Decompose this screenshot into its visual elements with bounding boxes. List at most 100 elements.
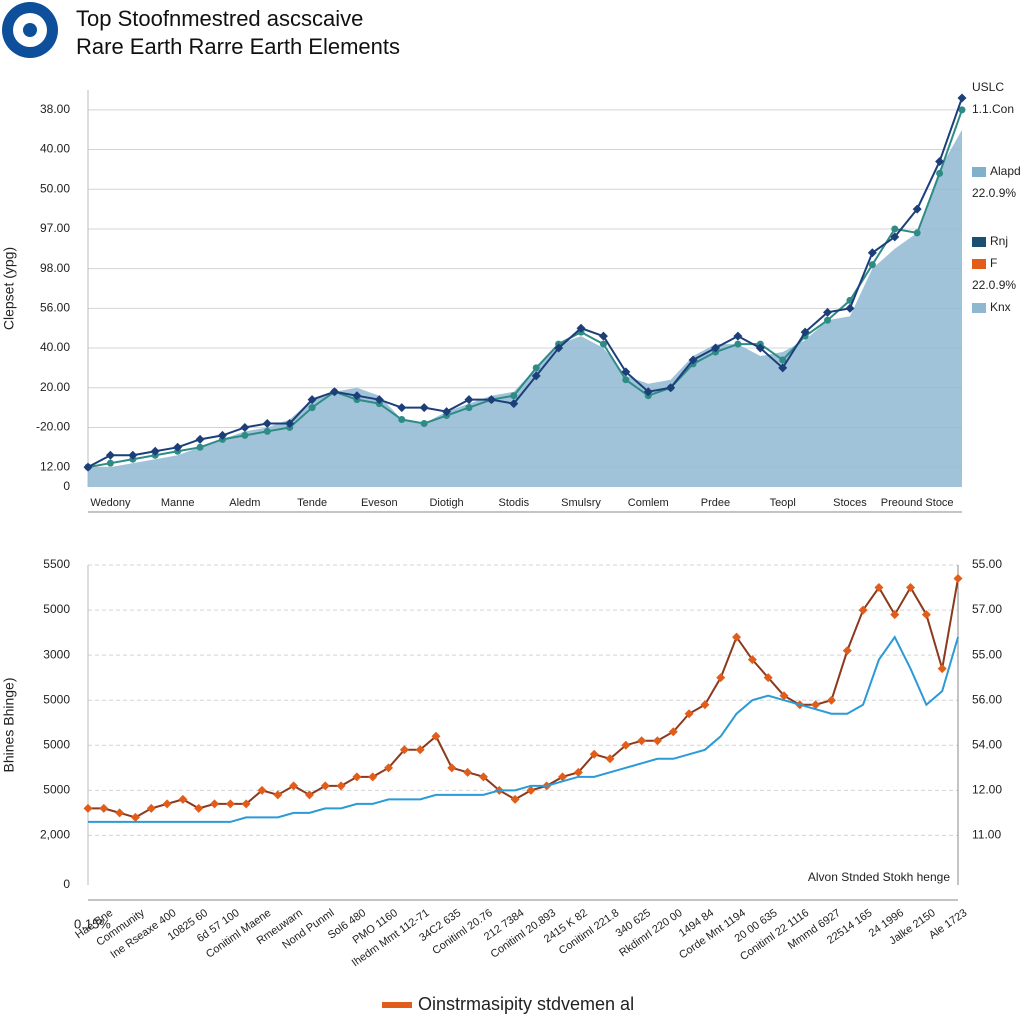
marker xyxy=(285,418,295,428)
y2-tick-label: 56.00 xyxy=(972,692,1002,706)
marker xyxy=(398,416,406,424)
y-tick-label: 56.00 xyxy=(40,301,70,315)
legend-label: 1.1.Con xyxy=(972,102,1014,116)
marker xyxy=(162,799,172,809)
marker xyxy=(684,709,694,719)
marker xyxy=(935,156,945,166)
marker xyxy=(913,229,921,237)
y-tick-label: 2,000 xyxy=(40,828,70,842)
x-tick-label: Diotigh xyxy=(429,497,463,509)
x-tick-label: Manne xyxy=(161,497,195,509)
y-tick-label: 3000 xyxy=(43,647,70,661)
marker xyxy=(442,407,452,417)
x-note: 0.15% xyxy=(74,916,111,931)
line xyxy=(87,109,963,469)
marker xyxy=(811,700,821,710)
marker xyxy=(890,610,900,620)
y-tick-label: 5000 xyxy=(43,783,70,797)
marker xyxy=(906,583,916,593)
marker xyxy=(150,446,160,456)
marker xyxy=(241,799,251,809)
marker xyxy=(196,443,204,451)
y2-tick-label: 55.00 xyxy=(972,557,1002,571)
marker xyxy=(823,307,833,317)
marker xyxy=(130,812,140,822)
marker xyxy=(937,664,947,674)
x-tick-label: Prdee xyxy=(701,497,730,509)
y2-tick-label: 11.00 xyxy=(972,828,1001,842)
y-tick-label: 0 xyxy=(63,479,70,493)
legend-label: 22.0.9% xyxy=(972,278,1016,292)
marker xyxy=(464,395,474,405)
marker xyxy=(936,169,944,177)
y-tick-label: 12.00 xyxy=(40,459,70,473)
marker xyxy=(868,261,876,269)
marker xyxy=(800,327,810,337)
y-tick-label: 5000 xyxy=(43,602,70,616)
marker xyxy=(779,691,789,701)
chart-subtitle: Rare Earth Rarre Earth Elements xyxy=(76,34,400,59)
x-tick-label: Stoces xyxy=(833,497,867,509)
marker xyxy=(734,340,742,348)
legend-label: Oinstrmasipity stdvemen al xyxy=(418,994,634,1014)
marker xyxy=(621,740,631,750)
marker xyxy=(105,450,115,460)
y-tick-label: 5500 xyxy=(43,557,70,571)
y-axis-label: Bhines Bhinge) xyxy=(1,678,17,773)
marker xyxy=(668,727,678,737)
marker xyxy=(320,781,330,791)
y-tick-label: -20.00 xyxy=(36,420,70,434)
marker xyxy=(447,763,457,773)
marker xyxy=(755,343,765,353)
marker xyxy=(532,364,540,372)
marker xyxy=(217,430,227,440)
marker xyxy=(558,772,568,782)
line xyxy=(88,578,959,819)
legend-swatch xyxy=(382,1002,412,1008)
marker xyxy=(554,343,564,353)
marker xyxy=(890,232,900,242)
marker xyxy=(463,767,473,777)
marker xyxy=(867,248,877,258)
legend-label: USLC xyxy=(972,80,1004,94)
marker xyxy=(874,583,884,593)
x-tick-label: Comlem xyxy=(628,497,669,509)
marker xyxy=(128,450,138,460)
marker xyxy=(605,754,615,764)
legend-swatch xyxy=(972,167,986,177)
y2-tick-label: 12.00 xyxy=(972,783,1002,797)
legend-label: Knx xyxy=(990,300,1011,314)
marker xyxy=(330,387,340,397)
legend-label: 22.0.9% xyxy=(972,186,1016,200)
logo xyxy=(23,23,37,37)
marker xyxy=(598,331,608,341)
marker xyxy=(509,399,519,409)
marker xyxy=(83,803,93,813)
y-tick-label: 0 xyxy=(63,877,70,891)
marker xyxy=(336,781,346,791)
marker xyxy=(733,331,743,341)
y-tick-label: 20.00 xyxy=(40,380,70,394)
marker xyxy=(912,204,922,214)
y-tick-label: 98.00 xyxy=(40,261,70,275)
marker xyxy=(842,646,852,656)
marker xyxy=(478,772,488,782)
marker xyxy=(621,367,631,377)
marker xyxy=(415,745,425,755)
legend-swatch xyxy=(972,237,986,247)
marker xyxy=(210,799,220,809)
marker xyxy=(531,371,541,381)
x-tick-label: Tende xyxy=(297,497,327,509)
y-tick-label: 40.00 xyxy=(40,142,70,156)
marker xyxy=(732,632,742,642)
y2-tick-label: 57.00 xyxy=(972,602,1002,616)
marker xyxy=(307,395,317,405)
marker xyxy=(958,106,966,114)
marker xyxy=(486,395,496,405)
marker xyxy=(589,749,599,759)
legend-swatch xyxy=(972,259,986,269)
y-tick-label: 5000 xyxy=(43,692,70,706)
area xyxy=(88,129,962,487)
marker xyxy=(240,422,250,432)
